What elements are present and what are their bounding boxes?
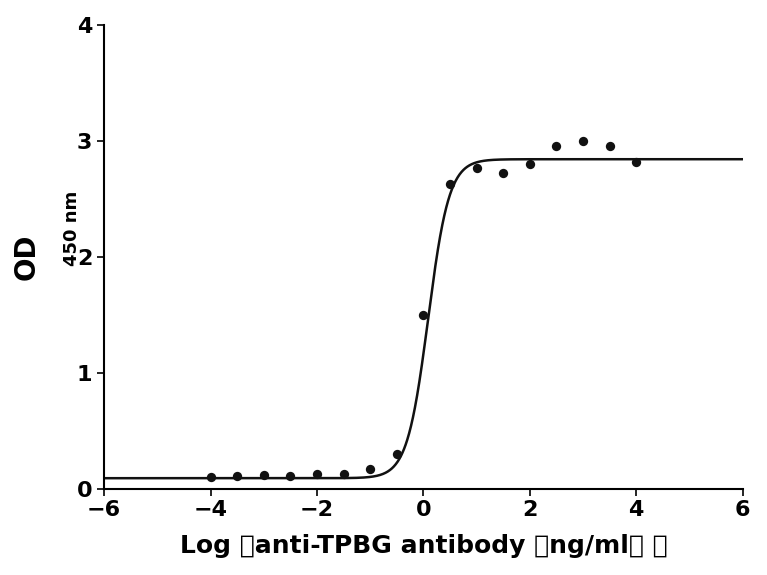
Point xyxy=(604,142,616,151)
Point xyxy=(390,449,403,458)
Text: OD: OD xyxy=(12,233,40,280)
Point xyxy=(364,465,377,474)
Point xyxy=(337,469,350,478)
Point xyxy=(524,159,536,168)
Point xyxy=(630,157,642,166)
Point xyxy=(550,142,562,151)
Point xyxy=(417,310,430,319)
Point xyxy=(258,470,270,480)
X-axis label: Log （anti-TPBG antibody （ng/ml） ）: Log （anti-TPBG antibody （ng/ml） ） xyxy=(179,534,667,558)
Text: 450 nm: 450 nm xyxy=(63,191,81,266)
Point xyxy=(497,168,509,178)
Point xyxy=(231,472,243,481)
Point xyxy=(285,472,297,481)
Point xyxy=(470,164,482,173)
Point xyxy=(444,179,456,188)
Point xyxy=(577,136,589,145)
Point xyxy=(204,473,216,482)
Point xyxy=(311,469,323,478)
